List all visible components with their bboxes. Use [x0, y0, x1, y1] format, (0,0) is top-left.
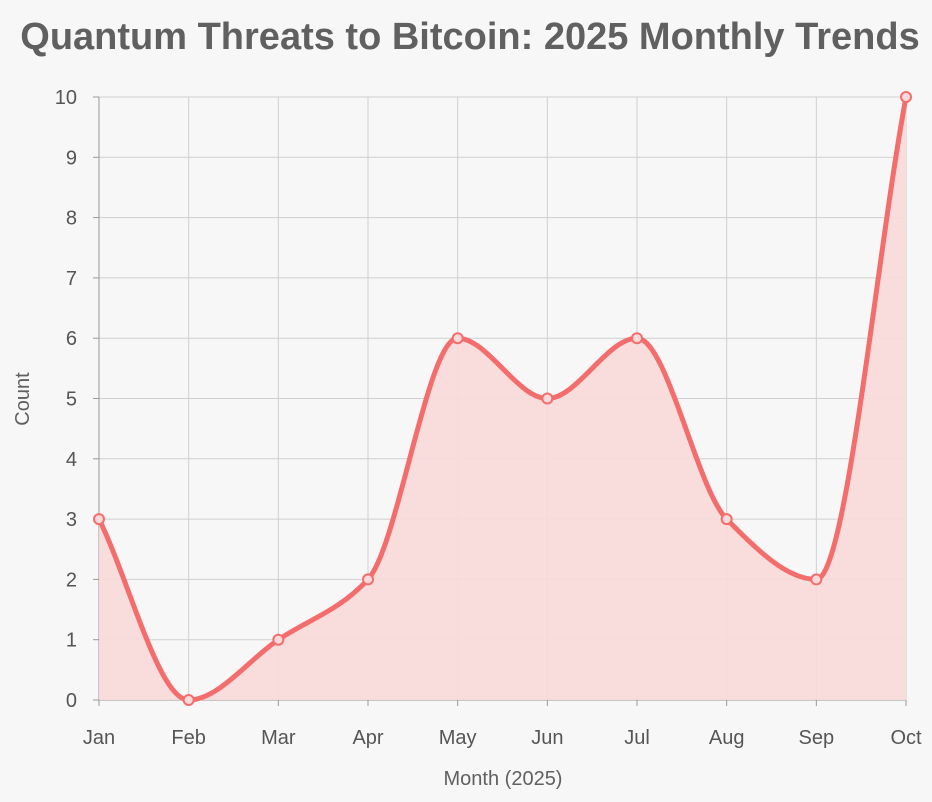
y-tick-label: 5: [66, 389, 77, 411]
x-tick-label: Sep: [799, 727, 835, 749]
y-tick-label: 8: [66, 208, 77, 230]
y-tick-label: 10: [55, 87, 77, 109]
x-tick-label: Apr: [352, 727, 383, 749]
y-axis-label: Count: [12, 372, 34, 426]
y-tick-label: 3: [66, 509, 77, 531]
y-axis-ticks: 0 1 2 3 4 5 6 7 8 9 10: [55, 87, 77, 712]
data-point-feb[interactable]: [182, 694, 195, 706]
x-axis-ticks: Jan Feb Mar Apr May Jun Jul Aug Sep Oct: [83, 727, 922, 749]
x-tick-label: Jan: [83, 727, 115, 749]
data-point-may[interactable]: [451, 332, 464, 345]
y-tick-label: 2: [66, 569, 77, 591]
data-point-jul[interactable]: [631, 332, 643, 345]
area-fill: [99, 97, 906, 700]
x-tick-label: Oct: [890, 727, 922, 749]
y-tick-label: 4: [66, 449, 77, 471]
y-tick-label: 6: [66, 328, 77, 350]
data-point-jun[interactable]: [541, 392, 554, 405]
data-point-oct[interactable]: [900, 91, 912, 103]
y-tick-label: 7: [66, 268, 77, 290]
data-point-jan[interactable]: [93, 513, 105, 526]
chart-title: Quantum Threats to Bitcoin: 2025 Monthly…: [20, 16, 919, 58]
x-tick-label: Mar: [261, 727, 296, 749]
x-axis-label: Month (2025): [444, 768, 563, 790]
data-point-mar[interactable]: [272, 633, 285, 646]
data-point-aug[interactable]: [720, 513, 733, 526]
x-tick-label: Jul: [624, 727, 650, 749]
y-tick-label: 0: [66, 690, 77, 712]
y-tick-label: 1: [66, 630, 77, 652]
x-tick-label: Aug: [709, 727, 745, 749]
x-tick-label: May: [439, 727, 477, 749]
data-points: [93, 91, 912, 706]
y-tick-label: 9: [66, 147, 77, 169]
data-point-sep[interactable]: [810, 573, 823, 586]
data-point-apr[interactable]: [362, 573, 374, 586]
x-tick-label: Feb: [171, 727, 205, 749]
x-tick-label: Jun: [531, 727, 563, 749]
